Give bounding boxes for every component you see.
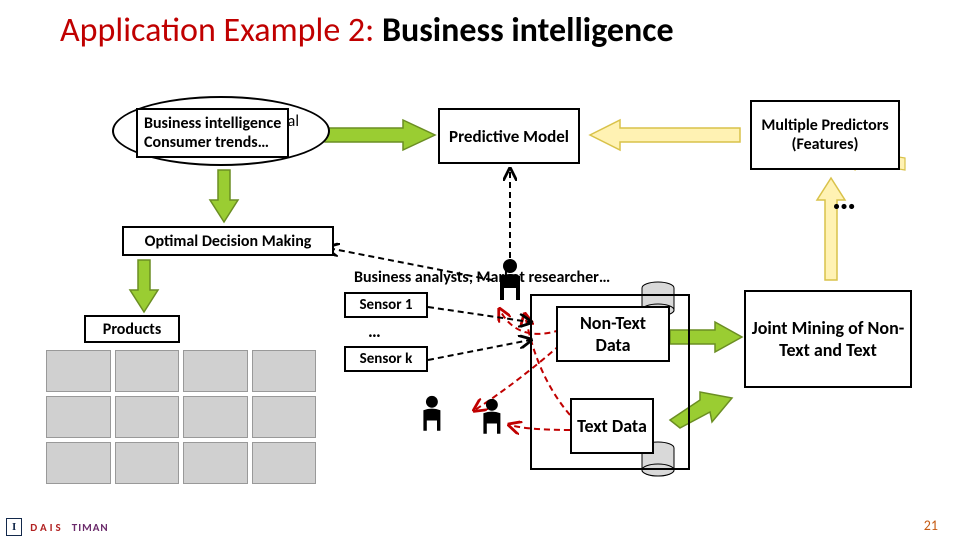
arrow-outputs-to-decision [210, 170, 238, 222]
sensor-k-text: Sensor k [360, 350, 413, 368]
logo-timan: TIMAN [72, 521, 109, 534]
arrow-sensor1-to-nontext [428, 307, 530, 322]
sensor-k-box: Sensor k [344, 346, 428, 372]
product-thumb [46, 350, 111, 392]
product-thumb [115, 396, 180, 438]
nontext-data-text: Non-Text Data [562, 312, 664, 356]
arrow-predicted-to-model [325, 120, 435, 150]
optimal-decision-text: Optimal Decision Making [145, 232, 312, 251]
product-thumb [115, 442, 180, 484]
page-title: Application Example 2: Business intellig… [60, 10, 674, 51]
title-prefix: Application Example 2: [60, 10, 382, 51]
products-grid [46, 350, 316, 484]
sensor-1-text: Sensor 1 [359, 296, 412, 314]
predictive-model-box: Predictive Model [438, 108, 580, 164]
slide: Application Example 2: Business intellig… [0, 0, 960, 540]
footer-logos: I DAIS TIMAN [6, 518, 109, 536]
nontext-data-box: Non-Text Data [556, 306, 670, 362]
multiple-predictors-text: Multiple Predictors (Features) [756, 116, 894, 154]
bi-line1: Business intelligence [144, 114, 281, 133]
bi-line2: Consumer trends… [144, 133, 281, 152]
product-thumb [252, 396, 317, 438]
dots-sensors: … [368, 320, 383, 342]
products-label-box: Products [84, 315, 180, 343]
logo-illinois: I [6, 518, 22, 536]
title-main: Business intelligence [382, 10, 674, 51]
arrow-sensork-to-nontext [428, 340, 530, 360]
arrow-decision-to-products [130, 260, 158, 312]
product-thumb [115, 350, 180, 392]
joint-mining-box: Joint Mining of Non-Text and Text [744, 290, 912, 388]
products-label-text: Products [103, 320, 161, 339]
product-thumb [46, 442, 111, 484]
product-thumb [183, 350, 248, 392]
person-icon-2 [423, 396, 440, 431]
dots-features: … [832, 178, 858, 219]
product-thumb [183, 396, 248, 438]
product-thumb [252, 442, 317, 484]
multiple-predictors-box: Multiple Predictors (Features) [750, 100, 900, 170]
bi-overlay-box: Business intelligence Consumer trends… [136, 108, 289, 158]
product-thumb [252, 350, 317, 392]
optimal-decision-box: Optimal Decision Making [122, 226, 334, 256]
product-thumb [46, 396, 111, 438]
logo-dais: DAIS [30, 521, 63, 534]
text-data-box: Text Data [570, 398, 654, 454]
person-icon-3 [483, 399, 500, 434]
analysts-label: Business analysts, Market researcher… [354, 268, 610, 287]
arrow-predictors-to-model [590, 120, 740, 150]
joint-mining-text: Joint Mining of Non-Text and Text [750, 317, 906, 361]
product-thumb [183, 442, 248, 484]
text-data-text: Text Data [577, 415, 647, 437]
page-number: 21 [924, 517, 938, 534]
sensor-1-box: Sensor 1 [344, 292, 428, 318]
predictive-model-text: Predictive Model [449, 126, 569, 147]
